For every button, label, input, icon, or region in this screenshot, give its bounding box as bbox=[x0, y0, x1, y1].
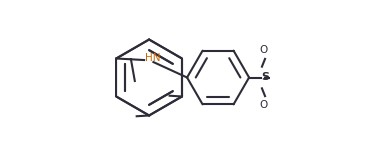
Text: HN: HN bbox=[145, 53, 160, 63]
Text: O: O bbox=[259, 100, 268, 110]
Text: O: O bbox=[259, 45, 268, 55]
Text: S: S bbox=[261, 73, 269, 82]
